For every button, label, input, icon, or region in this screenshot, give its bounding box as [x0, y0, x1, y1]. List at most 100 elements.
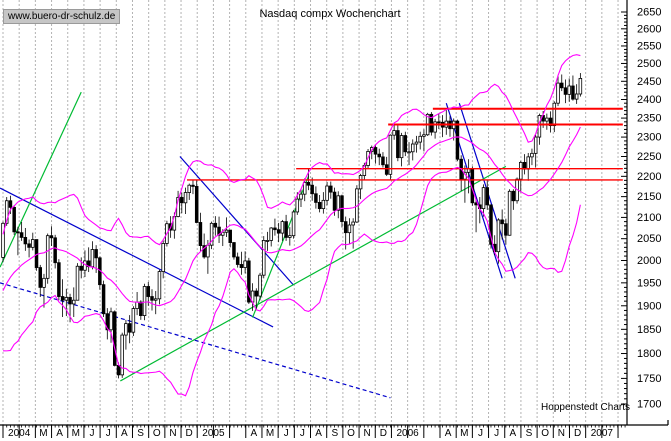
candle [183, 187, 188, 215]
candle [392, 124, 396, 140]
candle [224, 217, 229, 237]
candle [269, 227, 273, 247]
candle [440, 115, 445, 138]
candle [522, 154, 527, 175]
candle [463, 165, 467, 203]
candle [280, 219, 285, 241]
y-tick-label: 1750 [637, 373, 661, 385]
candle [459, 155, 463, 191]
candle [57, 259, 61, 301]
x-tick-label: A [251, 428, 258, 439]
downtrend-2004 [0, 187, 274, 328]
long-uptrend-2004-2006 [120, 165, 507, 382]
x-tick-label: O [347, 428, 355, 439]
x-tick-label: D [186, 428, 193, 439]
bollinger-middle [2, 126, 581, 307]
y-tick-label: 2650 [637, 7, 661, 19]
candle [552, 101, 557, 133]
candle [150, 289, 154, 311]
candle [198, 212, 203, 252]
candle [437, 113, 441, 130]
candle [98, 256, 102, 290]
candle [317, 194, 322, 213]
candle [533, 134, 538, 168]
candle [265, 231, 270, 251]
bollinger-lower [2, 166, 581, 397]
candle [157, 269, 162, 305]
candle [314, 186, 318, 209]
y-tick-label: 2100 [637, 212, 661, 224]
y-tick-label: 1950 [637, 277, 661, 289]
candle [131, 306, 136, 337]
x-tick-label: N [364, 428, 371, 439]
x-tick-label: 2005 [202, 428, 225, 439]
candle [526, 152, 530, 181]
candle [519, 160, 523, 193]
candle [27, 239, 31, 258]
candle [86, 247, 91, 273]
candle [571, 75, 575, 101]
candle [273, 218, 277, 236]
candle [247, 257, 251, 304]
y-tick-label: 2550 [637, 40, 661, 52]
candle [232, 242, 236, 260]
candle [194, 179, 199, 224]
candle [191, 179, 195, 195]
candle [12, 205, 16, 235]
x-tick-label: S [137, 428, 144, 439]
x-tick-label: S [526, 428, 533, 439]
x-tick-label: M [39, 428, 47, 439]
candle [1, 221, 5, 263]
y-tick-label: 1850 [637, 324, 661, 336]
candle [325, 181, 329, 206]
y-tick-label: 1700 [637, 398, 661, 410]
x-tick-label: J [90, 428, 95, 439]
candle [481, 184, 486, 217]
bollinger-bands [2, 54, 581, 397]
candle [135, 291, 139, 316]
candle [53, 234, 57, 269]
candle [489, 204, 493, 249]
candle [243, 251, 247, 274]
x-tick-label: 2007 [591, 428, 614, 439]
candle [388, 134, 393, 181]
y-tick-label: 2300 [637, 132, 661, 144]
y-tick-label: 2600 [637, 23, 661, 35]
candle [299, 189, 303, 207]
y-tick-label: 2200 [637, 171, 661, 183]
candle [556, 74, 560, 107]
candle [414, 135, 419, 153]
candle [180, 192, 184, 214]
candle [384, 156, 389, 176]
candle [90, 241, 95, 270]
candle [358, 173, 363, 200]
x-tick-label: M [460, 428, 468, 439]
candle [288, 227, 292, 246]
x-tick-label: J [106, 428, 111, 439]
x-tick-label: N [169, 428, 176, 439]
candle [574, 84, 579, 104]
x-tick-label: J [494, 428, 499, 439]
watermark-badge: www.buero-dr-schulz.de [3, 9, 121, 24]
candle [45, 233, 50, 284]
x-tick-label: O [541, 428, 549, 439]
bollinger-upper [2, 54, 581, 246]
candle [399, 132, 404, 167]
candle [407, 142, 411, 166]
candle [72, 287, 76, 318]
candle [537, 113, 542, 145]
candle [422, 129, 426, 152]
candle [105, 308, 110, 340]
x-tick-label: 2006 [397, 428, 420, 439]
candle [530, 148, 534, 166]
y-tick-label: 2150 [637, 191, 661, 203]
candle [19, 222, 24, 241]
candle [31, 232, 35, 251]
candle [254, 288, 259, 311]
candle [120, 332, 124, 378]
x-tick-label: J [284, 428, 289, 439]
candle [42, 273, 46, 308]
